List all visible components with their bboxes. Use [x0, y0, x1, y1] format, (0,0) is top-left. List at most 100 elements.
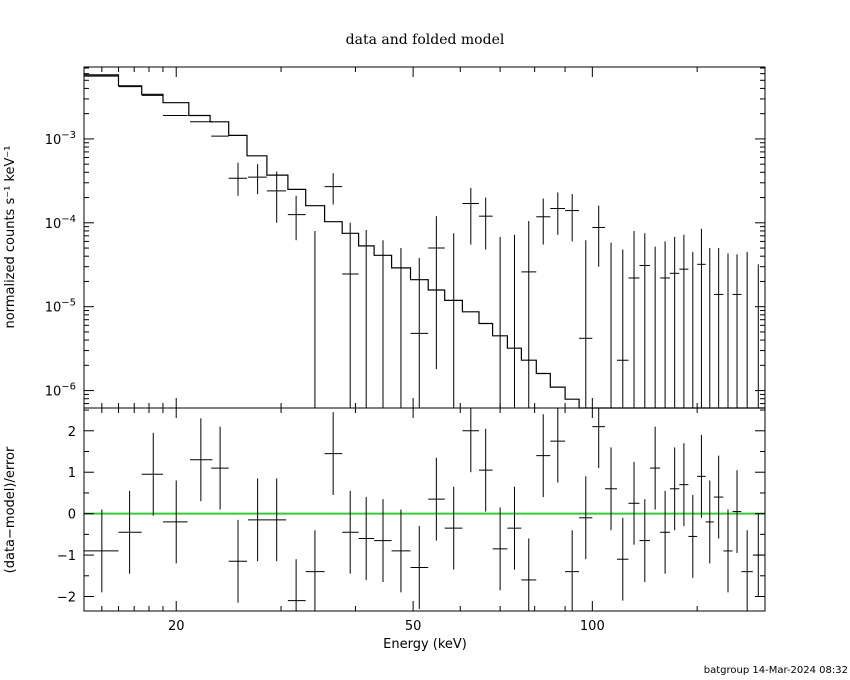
top-y-axis-label: normalized counts s⁻¹ keV⁻¹ — [3, 146, 18, 329]
y-tick-label-base: 10 — [45, 385, 62, 400]
x-tick-label: 100 — [580, 619, 605, 634]
residual-point — [565, 530, 580, 611]
data-point — [462, 187, 479, 245]
residual-point — [478, 428, 493, 512]
y-tick-label-exponent: −3 — [61, 130, 76, 141]
residual-point — [536, 414, 551, 498]
residual-point — [190, 418, 213, 502]
data-point — [228, 162, 248, 196]
residual-point — [84, 509, 119, 593]
residual-y-tick-label: 1 — [68, 466, 76, 481]
residual-point — [616, 517, 629, 601]
data-point — [713, 248, 724, 408]
y-tick-label: 10−5 — [45, 298, 76, 316]
residual-point — [162, 480, 188, 564]
residual-point — [713, 455, 724, 539]
residual-y-tick-label: 2 — [68, 425, 76, 440]
chart-title: data and folded model — [346, 32, 505, 48]
bottom-y-axis-label: (data−model)/error — [3, 446, 18, 573]
residual-point — [428, 457, 445, 541]
residual-point — [705, 480, 714, 564]
residual-point — [374, 499, 392, 582]
residual-point — [342, 490, 359, 574]
data-point — [521, 221, 537, 408]
residual-point — [247, 478, 267, 562]
y-tick-label-exponent: −6 — [61, 382, 76, 393]
y-tick-label-base: 10 — [45, 133, 62, 148]
data-point — [550, 192, 566, 235]
data-point — [478, 197, 493, 250]
data-point — [639, 233, 651, 408]
data-point — [536, 198, 551, 245]
top-panel-frame — [83, 66, 766, 409]
data-point — [565, 194, 580, 242]
residual-point — [141, 432, 163, 516]
residual-point — [391, 509, 411, 593]
data-point — [616, 249, 629, 408]
residual-y-tick-label: −2 — [57, 591, 76, 606]
data-point — [732, 254, 742, 408]
residual-point — [324, 412, 343, 495]
residual-point — [444, 486, 463, 570]
data-point — [342, 222, 359, 408]
footer-stamp: batgroup 14-Mar-2024 08:32 — [704, 665, 848, 676]
residual-point — [305, 530, 325, 611]
residual-point — [697, 434, 706, 518]
y-tick-label-exponent: −4 — [61, 214, 76, 225]
y-tick-label: 10−4 — [45, 214, 76, 232]
data-point — [628, 230, 640, 408]
data-point — [697, 228, 706, 408]
top-panel: 10−310−410−510−6 — [45, 66, 766, 611]
residual-y-tick-label: −1 — [57, 549, 76, 564]
data-point — [592, 205, 605, 267]
data-point — [324, 173, 343, 205]
data-point — [660, 241, 670, 408]
residual-point — [579, 476, 593, 560]
data-point — [428, 216, 445, 370]
data-point — [287, 195, 306, 241]
data-point — [410, 258, 429, 408]
y-tick-label-base: 10 — [45, 301, 62, 316]
model-step-curve — [84, 74, 765, 409]
residual-point — [688, 495, 698, 578]
residual-point — [492, 507, 508, 591]
y-tick-label: 10−6 — [45, 382, 76, 400]
data-point — [266, 171, 287, 223]
x-tick-label: 50 — [405, 619, 422, 634]
residual-point — [118, 490, 142, 574]
residual-point — [679, 443, 689, 527]
residual-point — [650, 426, 661, 510]
y-tick-label-base: 10 — [45, 217, 62, 232]
y-tick-label: 10−3 — [45, 130, 76, 148]
data-point — [669, 236, 680, 408]
residual-point — [462, 408, 479, 473]
residual-y-tick-label: 0 — [68, 508, 76, 523]
residual-point — [287, 559, 306, 611]
residual-point — [507, 486, 522, 570]
data-point — [247, 164, 267, 195]
bottom-panel: 2 1 0 −1 −2 20 50 100 — [57, 407, 766, 634]
residual-point — [592, 408, 605, 469]
residual-point — [521, 538, 537, 611]
residual-point — [410, 526, 429, 609]
residual-point — [732, 470, 742, 553]
bottom-panel-frame — [83, 407, 766, 612]
residual-point — [228, 519, 248, 603]
data-point — [579, 240, 593, 408]
residual-point — [604, 447, 617, 531]
x-axis-label: Energy (keV) — [383, 637, 467, 652]
residual-point — [741, 530, 753, 611]
residual-point — [266, 478, 287, 562]
residual-point — [660, 490, 670, 574]
data-point — [679, 234, 689, 408]
residual-point — [211, 426, 229, 510]
residual-point — [669, 447, 680, 531]
x-tick-label: 20 — [168, 619, 185, 634]
residual-point — [723, 509, 733, 593]
residual-point — [639, 499, 651, 582]
residual-point — [358, 497, 375, 580]
residual-point — [628, 461, 640, 545]
y-tick-label-exponent: −5 — [61, 298, 76, 309]
residual-point — [550, 408, 566, 483]
